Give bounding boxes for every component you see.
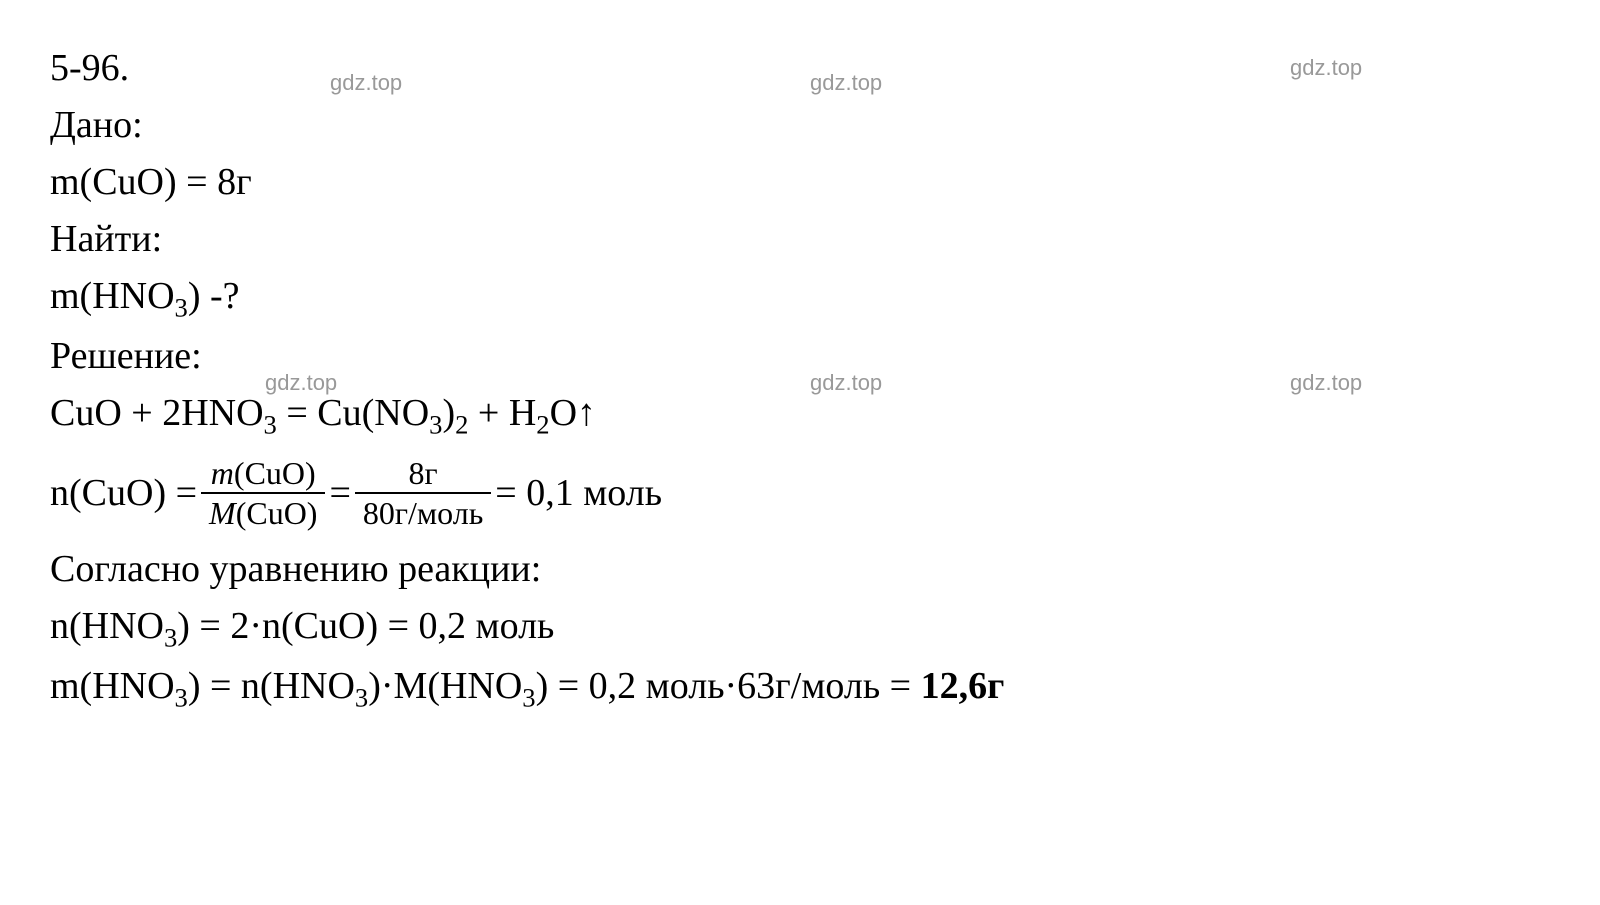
according-label: Согласно уравнению реакции: xyxy=(50,541,1550,598)
frac2-denominator: 80г/моль xyxy=(355,494,491,532)
fraction-1: m(CuO) M(CuO) xyxy=(201,454,325,533)
fraction-2: 8г 80г/моль xyxy=(355,454,491,533)
frac1-numerator: m(CuO) xyxy=(201,454,325,494)
moles-hno3: n(HNO3) = 2·n(CuO) = 0,2 моль xyxy=(50,598,1550,658)
final-answer: 12,6г xyxy=(921,665,1005,707)
watermark: gdz.top xyxy=(330,70,402,96)
given-label: Дано: xyxy=(50,97,1550,154)
mass-hno3: m(HNO3) = n(HNO3)·M(HNO3) = 0,2 моль·63г… xyxy=(50,658,1550,718)
given-mass: m(CuO) = 8г xyxy=(50,154,1550,211)
frac1-denominator: M(CuO) xyxy=(201,494,325,532)
watermark: gdz.top xyxy=(265,370,337,396)
watermark: gdz.top xyxy=(1290,370,1362,396)
moles-prefix: n(CuO) = xyxy=(50,471,197,517)
equals-1: = xyxy=(329,471,350,517)
watermark: gdz.top xyxy=(1290,55,1362,81)
watermark: gdz.top xyxy=(810,370,882,396)
moles-calculation: n(CuO) = m(CuO) M(CuO) = 8г 80г/моль = 0… xyxy=(50,454,1550,533)
watermark: gdz.top xyxy=(810,70,882,96)
find-target: m(HNO3) -? xyxy=(50,268,1550,328)
frac2-numerator: 8г xyxy=(355,454,491,494)
find-label: Найти: xyxy=(50,211,1550,268)
moles-result: = 0,1 моль xyxy=(495,471,662,517)
